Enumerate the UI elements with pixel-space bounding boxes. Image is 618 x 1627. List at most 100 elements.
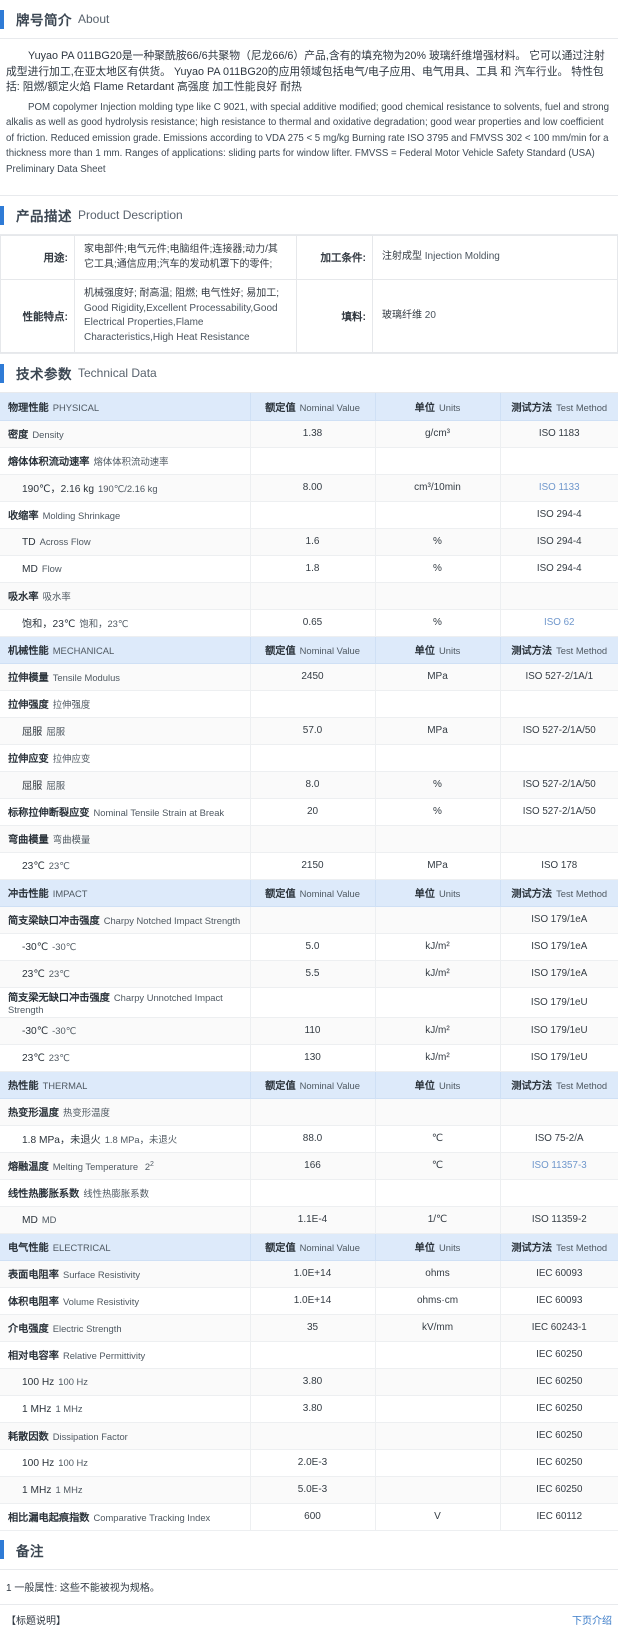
property-unit: ℃ xyxy=(375,1125,501,1153)
property-name: 吸水率 吸水率 xyxy=(0,582,251,610)
property-value: 5.5 xyxy=(250,960,376,988)
property-value: 5.0E-3 xyxy=(250,1476,376,1504)
section-title-about-cn: 牌号简介 xyxy=(16,13,72,28)
property-value xyxy=(250,1422,376,1450)
property-value: 3.80 xyxy=(250,1395,376,1423)
property-unit: kV/mm xyxy=(375,1314,501,1342)
table-row: 线性热膨胀系数 线性热膨胀系数 xyxy=(0,1179,618,1207)
filler-value: 玻璃纤维 20 xyxy=(372,279,618,353)
property-unit xyxy=(375,1098,501,1126)
property-value: 35 xyxy=(250,1314,376,1342)
property-value xyxy=(250,582,376,610)
property-name: 拉伸强度 拉伸强度 xyxy=(0,690,251,718)
technical-data-table: 物理性能 PHYSICAL 额定值 Nominal Value 单位 Units 测试方法 T… xyxy=(0,393,618,1531)
property-method: ISO 294-4 xyxy=(500,501,618,529)
property-unit: MPa xyxy=(375,852,501,880)
column-header-units: 单位 Units xyxy=(375,1071,501,1099)
property-unit: 1/℃ xyxy=(375,1206,501,1234)
remark-line-1: 1 一般属性: 这些不能被视为规格。 xyxy=(6,1582,160,1594)
features-value-cn: 机械强度好; 耐高温; 阻燃; 电气性好; 易加工; xyxy=(84,288,280,299)
property-name: 相比漏电起痕指数 Comparative Tracking Index xyxy=(0,1503,251,1531)
property-value: 5.0 xyxy=(250,933,376,961)
accent-bar-icon xyxy=(0,205,4,225)
property-name: 熔体体积流动速率 熔体体积流动速率 xyxy=(0,447,251,475)
property-unit: kJ/m² xyxy=(375,933,501,961)
table-row: 屈服 屈服 8.0% ISO 527-2/1A/50 xyxy=(0,771,618,799)
property-name: MD MD xyxy=(0,1206,251,1234)
table-row: 简支梁无缺口冲击强度 Charpy Unnotched Impact Streng… xyxy=(0,987,618,1018)
table-row: 1 MHz 1 MHz 3.80 IEC 60250 xyxy=(0,1395,618,1423)
property-value: 1.6 xyxy=(250,528,376,556)
column-header-method: 测试方法 Test Method xyxy=(500,1071,618,1099)
property-value: 20 xyxy=(250,798,376,826)
column-header-nominal: 额定值 Nominal Value xyxy=(250,1233,376,1261)
group-title: 电气性能 ELECTRICAL xyxy=(0,1233,251,1261)
section-header-remarks: 备注 xyxy=(0,1531,618,1570)
property-name: -30℃ -30℃ xyxy=(0,933,251,961)
property-value: 88.0 xyxy=(250,1125,376,1153)
property-unit: ohms xyxy=(375,1260,501,1288)
property-value xyxy=(250,987,376,1018)
table-row: 1 MHz 1 MHz 5.0E-3 IEC 60250 xyxy=(0,1476,618,1504)
property-method: IEC 60250 xyxy=(500,1476,618,1504)
property-unit xyxy=(375,1368,501,1396)
property-method[interactable]: ISO 62 xyxy=(500,609,618,637)
table-row: 弯曲模量 弯曲模量 xyxy=(0,825,618,853)
remarks-body: 1 一般属性: 这些不能被视为规格。 xyxy=(0,1570,618,1605)
column-header-nominal: 额定值 Nominal Value xyxy=(250,636,376,664)
property-name: 1 MHz 1 MHz xyxy=(0,1395,251,1423)
table-row: 耗散因数 Dissipation Factor IEC 60250 xyxy=(0,1422,618,1450)
property-name: 表面电阻率 Surface Resistivity xyxy=(0,1260,251,1288)
footer-left-label: 【标题说明】 xyxy=(6,1615,66,1627)
column-header-method: 测试方法 Test Method xyxy=(500,1233,618,1261)
property-unit: % xyxy=(375,528,501,556)
table-row: -30℃ -30℃ 5.0 kJ/m² ISO 179/1eA xyxy=(0,933,618,961)
property-method: IEC 60093 xyxy=(500,1260,618,1288)
property-value: 1.38 xyxy=(250,420,376,448)
property-name: 23℃ 23℃ xyxy=(0,852,251,880)
section-header-product-description: 产品描述 Product Description xyxy=(0,196,618,235)
property-value: 1.1E-4 xyxy=(250,1206,376,1234)
table-row: 性能特点: 机械强度好; 耐高温; 阻燃; 电气性好; 易加工; Good Ri… xyxy=(0,279,618,353)
process-label: 加工条件: xyxy=(296,235,373,280)
property-unit xyxy=(375,1179,501,1207)
property-name: 拉伸应变 拉伸应变 xyxy=(0,744,251,772)
property-method: ISO 527-2/1A/50 xyxy=(500,771,618,799)
footer-next-link[interactable]: 下页介绍 xyxy=(572,1615,612,1627)
property-name: 耗散因数 Dissipation Factor xyxy=(0,1422,251,1450)
property-method[interactable]: ISO 1133 xyxy=(500,474,618,502)
property-unit: ℃ xyxy=(375,1152,501,1180)
property-method: ISO 527-2/1A/50 xyxy=(500,717,618,745)
property-name: TD Across Flow xyxy=(0,528,251,556)
property-method[interactable]: ISO 11357-3 xyxy=(500,1152,618,1180)
property-name: 收缩率 Molding Shrinkage xyxy=(0,501,251,529)
property-value: 130 xyxy=(250,1044,376,1072)
product-description-table: 用途: 家电部件;电气元件;电脑组件;连接器;动力/其它工具;通信应用;汽车的发… xyxy=(0,235,618,353)
property-value: 0.65 xyxy=(250,609,376,637)
table-row: TD Across Flow 1.6% ISO 294-4 xyxy=(0,528,618,556)
filler-label: 填料: xyxy=(296,279,373,353)
property-value xyxy=(250,825,376,853)
section-title-product-description-cn: 产品描述 xyxy=(16,209,72,224)
property-value: 1.0E+14 xyxy=(250,1260,376,1288)
table-row: 100 Hz 100 Hz 2.0E-3 IEC 60250 xyxy=(0,1449,618,1477)
filler-value-cn: 玻璃纤维 xyxy=(382,309,422,321)
property-name: 相对电容率 Relative Permittivity xyxy=(0,1341,251,1369)
property-method: ISO 179/1eU xyxy=(500,1017,618,1045)
features-value-en: Good Rigidity,Excellent Processability,G… xyxy=(84,302,278,343)
property-method: IEC 60250 xyxy=(500,1395,618,1423)
section-header-about: 牌号简介 About xyxy=(0,0,618,39)
property-unit: % xyxy=(375,771,501,799)
property-method xyxy=(500,1098,618,1126)
table-row: 23℃ 23℃ 2150 MPa ISO 178 xyxy=(0,852,618,880)
property-unit: ohms·cm xyxy=(375,1287,501,1315)
table-row: 收缩率 Molding Shrinkage ISO 294-4 xyxy=(0,501,618,529)
table-row: MD MD 1.1E-4 1/℃ ISO 11359-2 xyxy=(0,1206,618,1234)
property-name: 简支梁缺口冲击强度 Charpy Notched Impact Strength xyxy=(0,906,251,934)
group-title: 机械性能 MECHANICAL xyxy=(0,636,251,664)
about-paragraph-cn: Yuyao PA 011BG20是一种聚酰胺66/6共聚物（尼龙66/6）产品,… xyxy=(6,50,605,93)
property-method: ISO 294-4 xyxy=(500,555,618,583)
property-name: 100 Hz 100 Hz xyxy=(0,1449,251,1477)
section-title-about-en: About xyxy=(78,12,110,26)
